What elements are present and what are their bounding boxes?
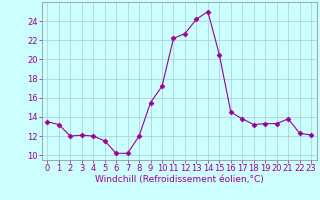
X-axis label: Windchill (Refroidissement éolien,°C): Windchill (Refroidissement éolien,°C): [95, 175, 264, 184]
